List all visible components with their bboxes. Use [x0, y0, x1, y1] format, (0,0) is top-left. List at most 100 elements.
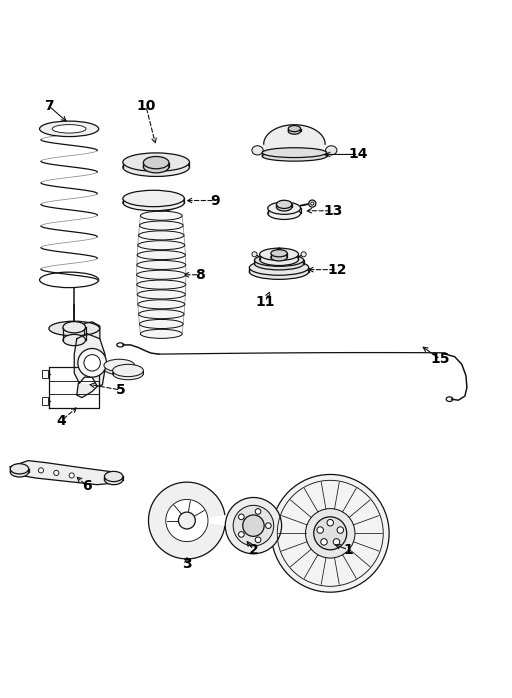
- Ellipse shape: [276, 203, 292, 211]
- Ellipse shape: [137, 270, 186, 279]
- Ellipse shape: [104, 471, 123, 482]
- Ellipse shape: [249, 264, 309, 279]
- Text: 12: 12: [327, 262, 347, 276]
- Ellipse shape: [276, 200, 292, 209]
- Ellipse shape: [282, 202, 286, 204]
- Ellipse shape: [262, 151, 327, 161]
- Circle shape: [327, 519, 333, 526]
- Polygon shape: [271, 253, 287, 258]
- Polygon shape: [268, 208, 301, 214]
- Circle shape: [38, 468, 44, 473]
- Text: 2: 2: [248, 543, 259, 557]
- Polygon shape: [249, 267, 309, 272]
- Ellipse shape: [309, 200, 316, 207]
- Polygon shape: [104, 477, 123, 480]
- Polygon shape: [288, 128, 301, 131]
- Polygon shape: [84, 322, 100, 339]
- FancyBboxPatch shape: [42, 396, 49, 405]
- Ellipse shape: [326, 146, 337, 155]
- Ellipse shape: [104, 362, 135, 375]
- Ellipse shape: [268, 202, 301, 214]
- Polygon shape: [74, 334, 105, 387]
- Polygon shape: [113, 371, 143, 373]
- Circle shape: [271, 475, 389, 592]
- Text: 9: 9: [210, 193, 220, 207]
- Ellipse shape: [10, 463, 29, 474]
- Ellipse shape: [148, 202, 175, 211]
- Ellipse shape: [104, 475, 123, 484]
- Ellipse shape: [249, 260, 309, 275]
- Ellipse shape: [140, 329, 182, 339]
- Ellipse shape: [49, 321, 99, 336]
- Ellipse shape: [123, 194, 184, 211]
- Polygon shape: [143, 163, 169, 167]
- Ellipse shape: [311, 202, 314, 205]
- Text: 5: 5: [115, 383, 125, 397]
- Ellipse shape: [63, 325, 86, 332]
- Circle shape: [54, 470, 59, 475]
- Circle shape: [266, 523, 271, 528]
- Ellipse shape: [123, 191, 184, 207]
- Ellipse shape: [10, 467, 29, 477]
- Ellipse shape: [113, 364, 143, 377]
- Polygon shape: [254, 260, 304, 264]
- Circle shape: [255, 509, 261, 514]
- Ellipse shape: [123, 158, 189, 177]
- Polygon shape: [123, 162, 189, 168]
- Ellipse shape: [146, 194, 161, 198]
- Text: 8: 8: [195, 268, 205, 282]
- Ellipse shape: [140, 211, 182, 220]
- Ellipse shape: [148, 193, 175, 202]
- Ellipse shape: [288, 126, 301, 132]
- Ellipse shape: [63, 322, 86, 333]
- Ellipse shape: [39, 272, 99, 288]
- Text: 11: 11: [255, 295, 275, 309]
- Ellipse shape: [139, 221, 183, 230]
- Ellipse shape: [139, 231, 184, 240]
- Polygon shape: [123, 198, 184, 202]
- Ellipse shape: [301, 252, 306, 257]
- Polygon shape: [63, 327, 86, 340]
- FancyBboxPatch shape: [42, 370, 49, 378]
- Circle shape: [333, 539, 339, 545]
- Ellipse shape: [139, 320, 183, 329]
- Polygon shape: [276, 205, 292, 207]
- Ellipse shape: [139, 310, 184, 319]
- Circle shape: [306, 509, 355, 558]
- Ellipse shape: [39, 121, 99, 137]
- Text: 7: 7: [44, 99, 53, 113]
- Ellipse shape: [271, 254, 287, 261]
- Ellipse shape: [138, 241, 185, 250]
- Polygon shape: [77, 383, 97, 398]
- Circle shape: [166, 499, 208, 542]
- Circle shape: [78, 348, 106, 377]
- Circle shape: [317, 527, 324, 533]
- Ellipse shape: [17, 466, 22, 468]
- Ellipse shape: [157, 191, 166, 194]
- Ellipse shape: [143, 156, 169, 169]
- Circle shape: [225, 498, 282, 554]
- Polygon shape: [10, 461, 118, 484]
- Polygon shape: [148, 482, 225, 559]
- Polygon shape: [264, 125, 325, 154]
- Polygon shape: [262, 153, 327, 156]
- Ellipse shape: [252, 252, 257, 257]
- Ellipse shape: [138, 299, 185, 309]
- Ellipse shape: [278, 248, 281, 250]
- Text: 14: 14: [349, 147, 368, 161]
- Ellipse shape: [254, 254, 304, 267]
- Circle shape: [239, 514, 244, 520]
- Ellipse shape: [260, 248, 298, 260]
- Ellipse shape: [268, 207, 301, 219]
- Text: 15: 15: [431, 352, 450, 366]
- Polygon shape: [10, 469, 29, 472]
- Text: 6: 6: [82, 480, 92, 493]
- Circle shape: [69, 473, 74, 478]
- Ellipse shape: [254, 258, 304, 270]
- Circle shape: [84, 355, 100, 371]
- Ellipse shape: [143, 161, 169, 173]
- Circle shape: [243, 515, 264, 536]
- Ellipse shape: [104, 359, 135, 371]
- Ellipse shape: [271, 250, 287, 257]
- Circle shape: [337, 527, 344, 533]
